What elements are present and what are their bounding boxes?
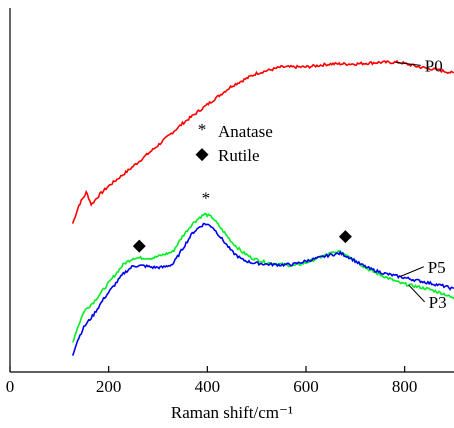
series-label-p0: P0 [425, 56, 443, 75]
legend-symbol-anatase: * [198, 120, 207, 139]
x-tick-label-800: 800 [392, 377, 418, 396]
legend-label-anatase: Anatase [218, 122, 273, 141]
leader-line-p5 [399, 266, 424, 278]
peak-marker-0: ◆ [133, 235, 147, 254]
series-layer [71, 59, 454, 356]
plot-frame [9, 8, 454, 373]
legend-label-rutile: Rutile [218, 146, 260, 165]
peak-marker-2: ◆ [339, 226, 353, 245]
x-axis-ticks: 0 200 400 600 800 [6, 366, 418, 396]
peak-markers: ◆ * ◆ [133, 189, 353, 255]
series-line-p0 [71, 59, 454, 224]
series-line-p5 [71, 222, 454, 356]
legend: * Anatase ◆ Rutile [195, 120, 272, 165]
x-tick-label-400: 400 [195, 377, 221, 396]
x-axis-title: Raman shift/cm⁻¹ [171, 403, 293, 422]
series-labels: P0 P5 P3 [395, 56, 447, 312]
leader-line-p0 [395, 61, 421, 66]
series-line-p3 [71, 212, 454, 343]
series-label-p3: P3 [429, 293, 447, 312]
x-tick-label-0: 0 [6, 377, 15, 396]
peak-marker-1: * [202, 189, 211, 208]
x-tick-label-200: 200 [96, 377, 122, 396]
legend-symbol-rutile: ◆ [195, 144, 209, 163]
series-label-p5: P5 [428, 258, 446, 277]
x-tick-label-600: 600 [293, 377, 319, 396]
leader-line-p3 [408, 284, 425, 303]
